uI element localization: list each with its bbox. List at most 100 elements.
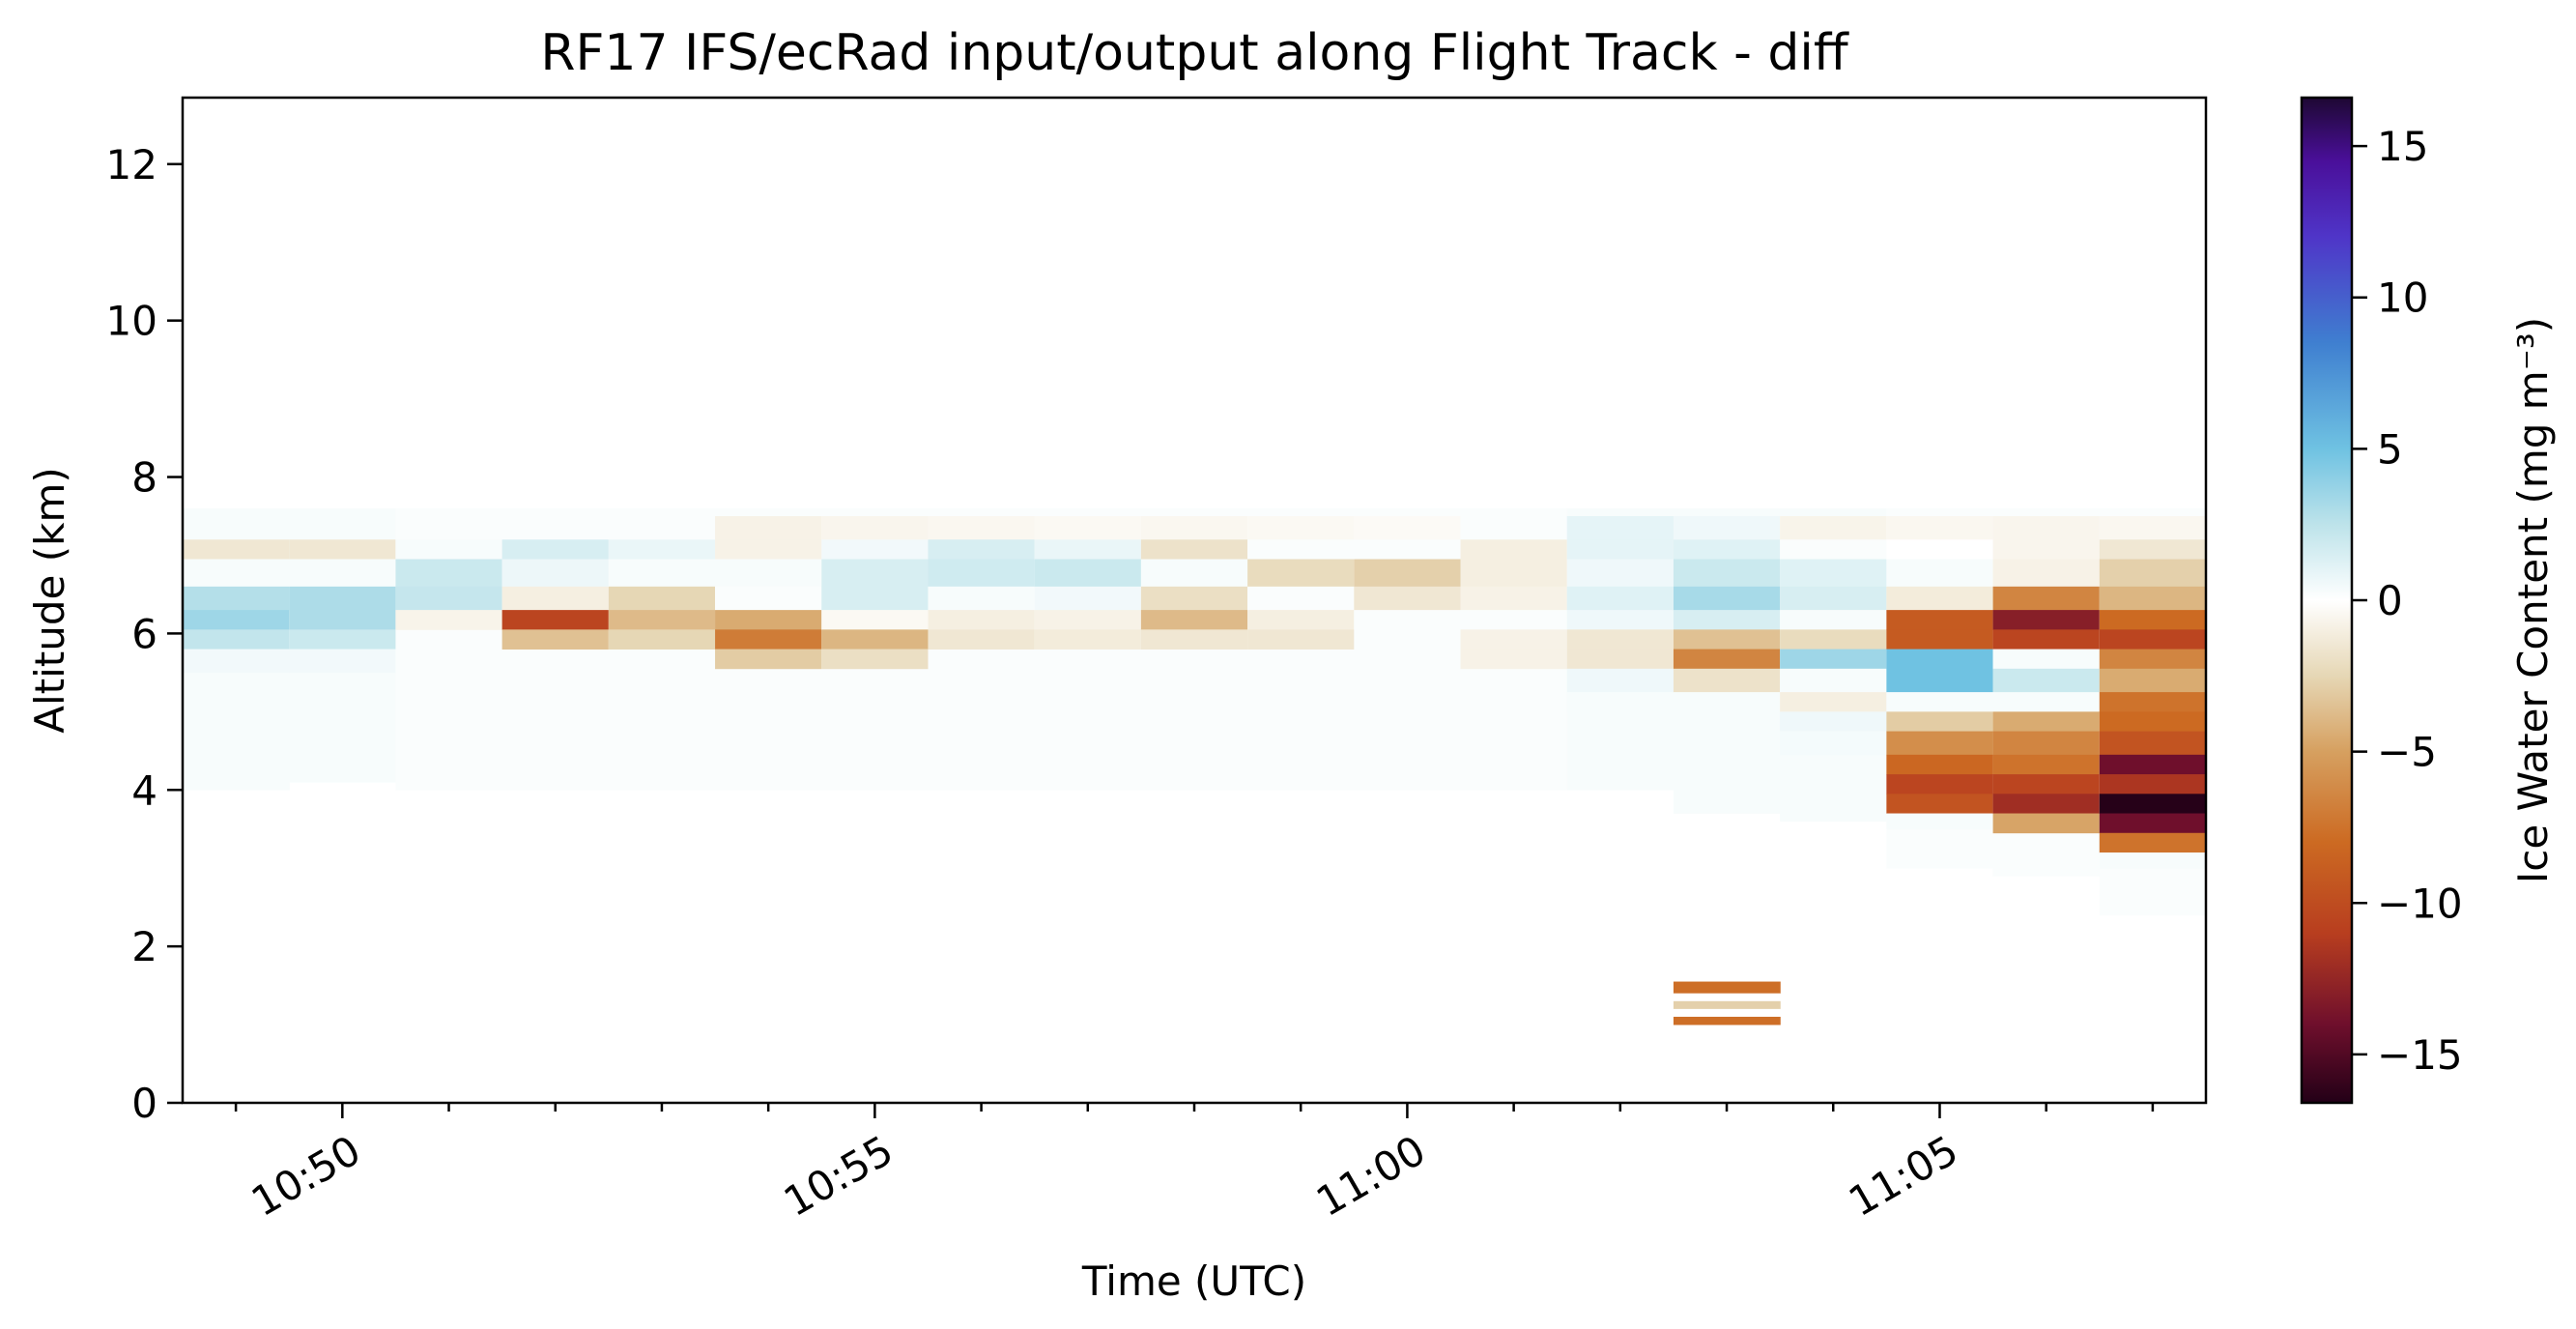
- heatmap-cell: [183, 610, 290, 630]
- heatmap-cell: [1780, 539, 1887, 560]
- heatmap-cell: [2099, 813, 2207, 834]
- heatmap-cell: [1992, 629, 2101, 650]
- heatmap-cell: [928, 516, 1036, 540]
- heatmap-cell: [2099, 668, 2207, 693]
- heatmap-cell: [1673, 1016, 1781, 1026]
- heatmap-cell: [1673, 539, 1781, 560]
- heatmap-cell: [1034, 610, 1142, 630]
- heatmap-cell: [1034, 586, 1142, 611]
- heatmap-cell: [715, 629, 822, 650]
- heatmap-cell: [1247, 539, 1355, 560]
- heatmap-cell: [1460, 559, 1568, 588]
- heatmap-cell: [1992, 586, 2101, 611]
- heatmap-cell: [1992, 610, 2101, 630]
- heatmap-cell: [715, 586, 822, 611]
- heatmap-cell: [1780, 516, 1887, 540]
- heatmap-cell: [1566, 610, 1674, 630]
- heatmap-cell: [608, 586, 716, 611]
- heatmap-cell: [715, 559, 822, 588]
- colorbar-tick-label: −5: [2377, 729, 2437, 776]
- heatmap-cell: [1673, 586, 1781, 611]
- colorbar-tick-label: −15: [2377, 1031, 2463, 1079]
- heatmap-cell: [183, 559, 290, 588]
- y-tick-label: 0: [131, 1080, 157, 1127]
- heatmap-cell: [1247, 610, 1355, 630]
- heatmap-cell: [1034, 629, 1142, 650]
- heatmap-cell: [1992, 539, 2101, 560]
- y-tick-label: 4: [131, 766, 157, 814]
- heatmap-cell: [2099, 731, 2207, 756]
- heatmap-cell: [1460, 649, 1568, 670]
- heatmap-cell: [1992, 668, 2101, 693]
- heatmap-cell: [1140, 586, 1248, 611]
- heatmap-cell: [821, 629, 930, 650]
- heatmap-cell: [1460, 586, 1568, 611]
- heatmap-cell: [1992, 649, 2101, 670]
- heatmap-cell: [1886, 754, 1994, 775]
- heatmap-cell: [183, 629, 290, 650]
- heatmap-cell: [821, 539, 930, 560]
- heatmap-cell: [1354, 559, 1462, 588]
- heatmap-cell: [1034, 539, 1142, 560]
- heatmap-cell: [2099, 774, 2207, 795]
- heatmap-cell: [1673, 993, 1781, 1002]
- heatmap-cell: [608, 559, 716, 588]
- heatmap-cell: [1566, 668, 1674, 693]
- heatmap-cell: [1886, 610, 1994, 630]
- heatmap-cell: [1247, 516, 1355, 540]
- heatmap-cell: [1247, 586, 1355, 611]
- heatmap-cell: [395, 610, 503, 630]
- heatmap-cell: [1247, 559, 1355, 588]
- y-tick-label: 12: [106, 141, 157, 188]
- heatmap-cell: [608, 610, 716, 630]
- heatmap-cell: [928, 610, 1036, 630]
- heatmap-cell: [289, 539, 397, 560]
- heatmap-cell: [289, 586, 397, 611]
- heatmap-cell: [1566, 692, 1674, 712]
- heatmap-cell: [928, 539, 1036, 560]
- heatmap-cell: [1673, 1000, 1781, 1010]
- heatmap-cell: [1673, 610, 1781, 630]
- heatmap-cell: [1886, 774, 1994, 795]
- heatmap-cell: [289, 610, 397, 630]
- heatmap-cell: [501, 610, 610, 630]
- y-axis-label: Altitude (km): [26, 467, 73, 733]
- heatmap-cell: [1780, 629, 1887, 650]
- heatmap-cells: [183, 507, 2207, 1026]
- heatmap-cell: [2099, 754, 2207, 775]
- heatmap-cell: [1566, 586, 1674, 611]
- heatmap-cell: [715, 539, 822, 560]
- heatmap-cell: [289, 629, 397, 650]
- heatmap-cell: [1886, 711, 1994, 732]
- heatmap-cell: [821, 649, 930, 670]
- heatmap-cell: [2099, 832, 2207, 853]
- heatmap-cell: [1780, 731, 1887, 756]
- heatmap-cell: [1780, 649, 1887, 670]
- heatmap-cell: [289, 559, 397, 588]
- heatmap-cell: [1673, 516, 1781, 540]
- heatmap-cell: [1886, 668, 1994, 693]
- heatmap-cell: [1992, 711, 2101, 732]
- heatmap-cell: [1992, 813, 2101, 834]
- heatmap-cell: [2099, 629, 2207, 650]
- heatmap-cell: [1992, 731, 2101, 756]
- heatmap-cell: [2099, 559, 2207, 588]
- heatmap-cell: [183, 586, 290, 611]
- x-axis-label: Time (UTC): [1081, 1257, 1306, 1305]
- heatmap-cell: [395, 539, 503, 560]
- heatmap-cell: [1354, 610, 1462, 630]
- heatmap-cell: [928, 559, 1036, 588]
- heatmap-cell: [1354, 516, 1462, 540]
- heatmap-cell: [183, 649, 290, 674]
- colorbar-axis: −15 −10 −5 0 5 10 15: [2352, 123, 2463, 1079]
- colorbar-tick-label: 15: [2377, 123, 2428, 170]
- y-tick-label: 8: [131, 454, 157, 502]
- heatmap-cell: [1673, 981, 1781, 995]
- heatmap-cell: [501, 629, 610, 650]
- heatmap-cell: [1886, 692, 1994, 712]
- heatmap-cell: [1673, 692, 1781, 712]
- colorbar-tick-label: 5: [2377, 425, 2403, 473]
- colorbar-label: Ice Water Content (mg m⁻³): [2509, 317, 2557, 883]
- heatmap-cell: [1460, 629, 1568, 650]
